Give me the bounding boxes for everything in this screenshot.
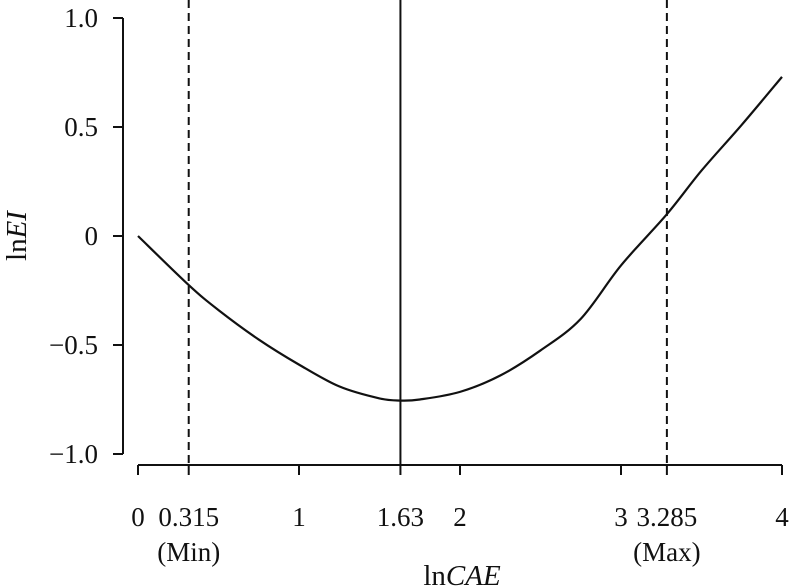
axes-frame (122, 18, 782, 466)
y-axis-title: lnEI (1, 210, 33, 261)
y-tick-label: −0.5 (49, 330, 98, 360)
reference-line-label: 3.285 (637, 502, 698, 532)
x-tick-label: 4 (775, 502, 789, 532)
x-tick-label: 0 (131, 502, 145, 532)
x-tick-label: 2 (453, 502, 467, 532)
reference-lines: 0.315 (Min) 1.63 3.285 (Max) (157, 0, 701, 567)
y-tick-label: 0.5 (64, 112, 98, 142)
x-axis-title: lnCAE (423, 560, 501, 588)
reference-line-label: 1.63 (377, 502, 424, 532)
reference-line-sublabel: (Max) (633, 537, 700, 567)
y-tick-label: 1.0 (64, 3, 98, 33)
x-axis-title-var: CAE (446, 560, 501, 588)
series-layer (137, 76, 783, 402)
reference-line-label: 0.315 (158, 502, 219, 532)
y-axis-title-prefix: ln (1, 238, 33, 261)
y-axis-ticks: 1.0 0.5 0 −0.5 −1.0 (49, 3, 123, 469)
x-tick-label: 3 (614, 502, 628, 532)
series-line (137, 76, 783, 402)
x-tick-label: 1 (292, 502, 306, 532)
y-axis-title-var: EI (1, 210, 33, 240)
x-axis-title-prefix: ln (423, 560, 446, 588)
y-tick-label: 0 (85, 221, 99, 251)
x-axis-ticks: 0 1 2 3 4 (131, 465, 789, 532)
y-tick-label: −1.0 (49, 439, 98, 469)
reference-line-sublabel: (Min) (157, 537, 220, 567)
